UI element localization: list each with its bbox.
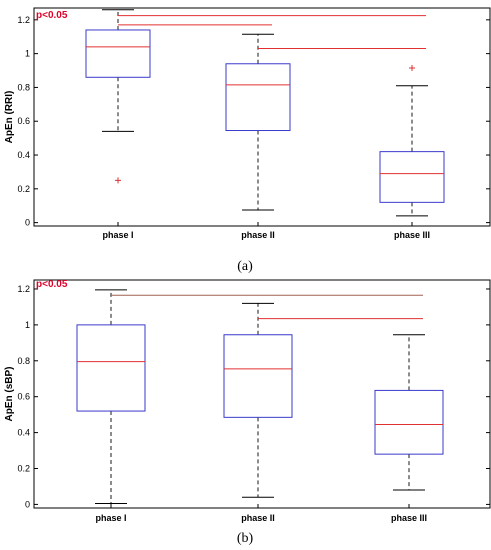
outlier-point-a	[409, 64, 415, 71]
y-tick-label-b: 0.8	[17, 356, 30, 366]
y-tick-label-b: 0.2	[17, 464, 30, 474]
x-category-label-b: phase III	[391, 513, 427, 523]
box-a	[85, 29, 151, 78]
y-tick-label-a: 0.2	[17, 184, 30, 194]
x-category-label-b: phase II	[241, 513, 275, 523]
y-tick-label-b: 0.6	[17, 392, 30, 402]
y-tick-label-b: 1.2	[17, 284, 30, 294]
box-a	[225, 63, 291, 132]
x-category-label-a: phase III	[394, 230, 430, 240]
box-b	[76, 324, 146, 412]
box-a	[379, 151, 445, 203]
y-tick-label-a: 0.8	[17, 82, 30, 92]
significance-annotation-a: p<0.05	[36, 10, 68, 21]
plot-area-b	[33, 279, 491, 509]
y-tick-label-a: 0.4	[17, 150, 30, 160]
y-tick-label-b: 0.4	[17, 428, 30, 438]
panel-label-b: (b)	[237, 531, 254, 546]
chart-panel-a: 0 0.2 0.4 0.6 0.8 1 1.2 phase I phase II phase II…	[4, 7, 491, 274]
x-category-label-a: phase II	[241, 230, 275, 240]
y-tick-label-b: 0	[25, 499, 30, 509]
chart-panel-b: 0 0.2 0.4 0.6 0.8 1 1.2 phase I phase II phase II…	[4, 279, 491, 546]
panel-label-a: (a)	[237, 259, 253, 274]
y-axis-label-b: ApEn (sBP)	[4, 367, 15, 422]
outlier-point-a	[115, 177, 121, 184]
significance-annotation-b: p<0.05	[36, 279, 68, 290]
y-tick-label-a: 0	[25, 218, 30, 228]
y-tick-label-a: 1	[25, 49, 30, 59]
x-category-label-a: phase I	[102, 230, 133, 240]
x-category-label-b: phase I	[95, 513, 126, 523]
box-b	[374, 389, 444, 455]
y-tick-label-a: 0.6	[17, 116, 30, 126]
y-tick-label-a: 1.2	[17, 15, 30, 25]
y-axis-label-a: ApEn (RRI)	[4, 91, 15, 144]
plot-area-a	[33, 7, 491, 227]
box-b	[223, 334, 293, 418]
y-tick-label-b: 1	[25, 320, 30, 330]
